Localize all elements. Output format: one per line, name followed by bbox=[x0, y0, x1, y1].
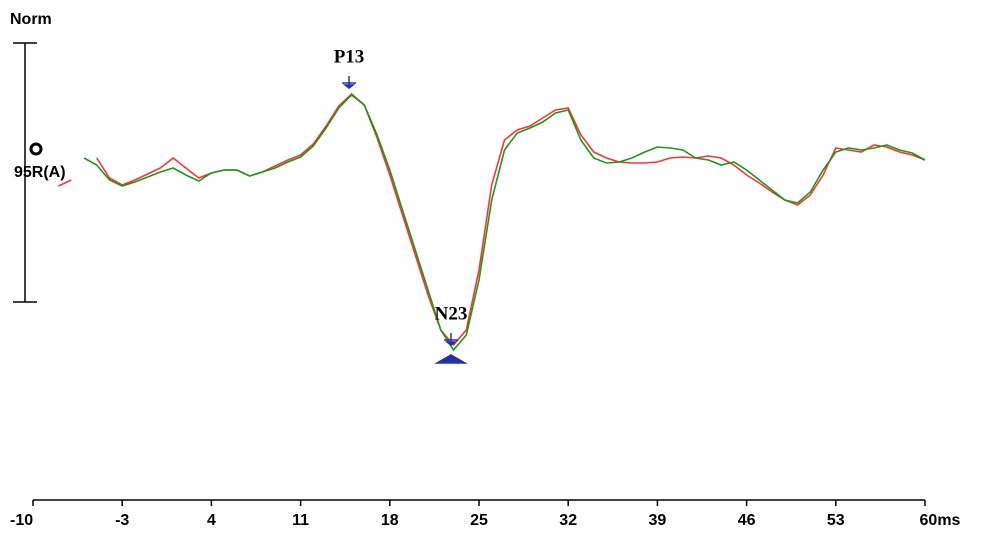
x-tick-label: 11 bbox=[292, 512, 309, 529]
x-tick-label: 60ms bbox=[920, 512, 961, 529]
x-tick-label: 4 bbox=[207, 512, 216, 529]
trace bbox=[83, 93, 926, 352]
marker-tip bbox=[444, 341, 458, 346]
peak-marker bbox=[342, 76, 357, 89]
peak-label: N23 bbox=[435, 303, 468, 324]
x-tick-label: 25 bbox=[470, 512, 488, 529]
peak-label: P13 bbox=[334, 46, 365, 67]
peak-marker bbox=[434, 333, 468, 364]
marker-bowtie bbox=[434, 354, 468, 364]
trace bbox=[58, 92, 926, 347]
x-tick-label: 18 bbox=[381, 512, 399, 529]
x-tick-label: 46 bbox=[738, 512, 756, 529]
x-tick-label: 53 bbox=[827, 512, 845, 529]
marker-tip bbox=[342, 84, 356, 89]
trace-icon bbox=[29, 142, 43, 156]
x-tick-label: 32 bbox=[559, 512, 577, 529]
scale-bar bbox=[13, 42, 37, 303]
chart-title: Norm bbox=[10, 11, 52, 28]
x-tick-label: -3 bbox=[115, 512, 129, 529]
x-tick-label: -10 bbox=[10, 512, 33, 529]
x-tick-label: 39 bbox=[649, 512, 667, 529]
trace-label: 95R(A) bbox=[14, 164, 66, 181]
